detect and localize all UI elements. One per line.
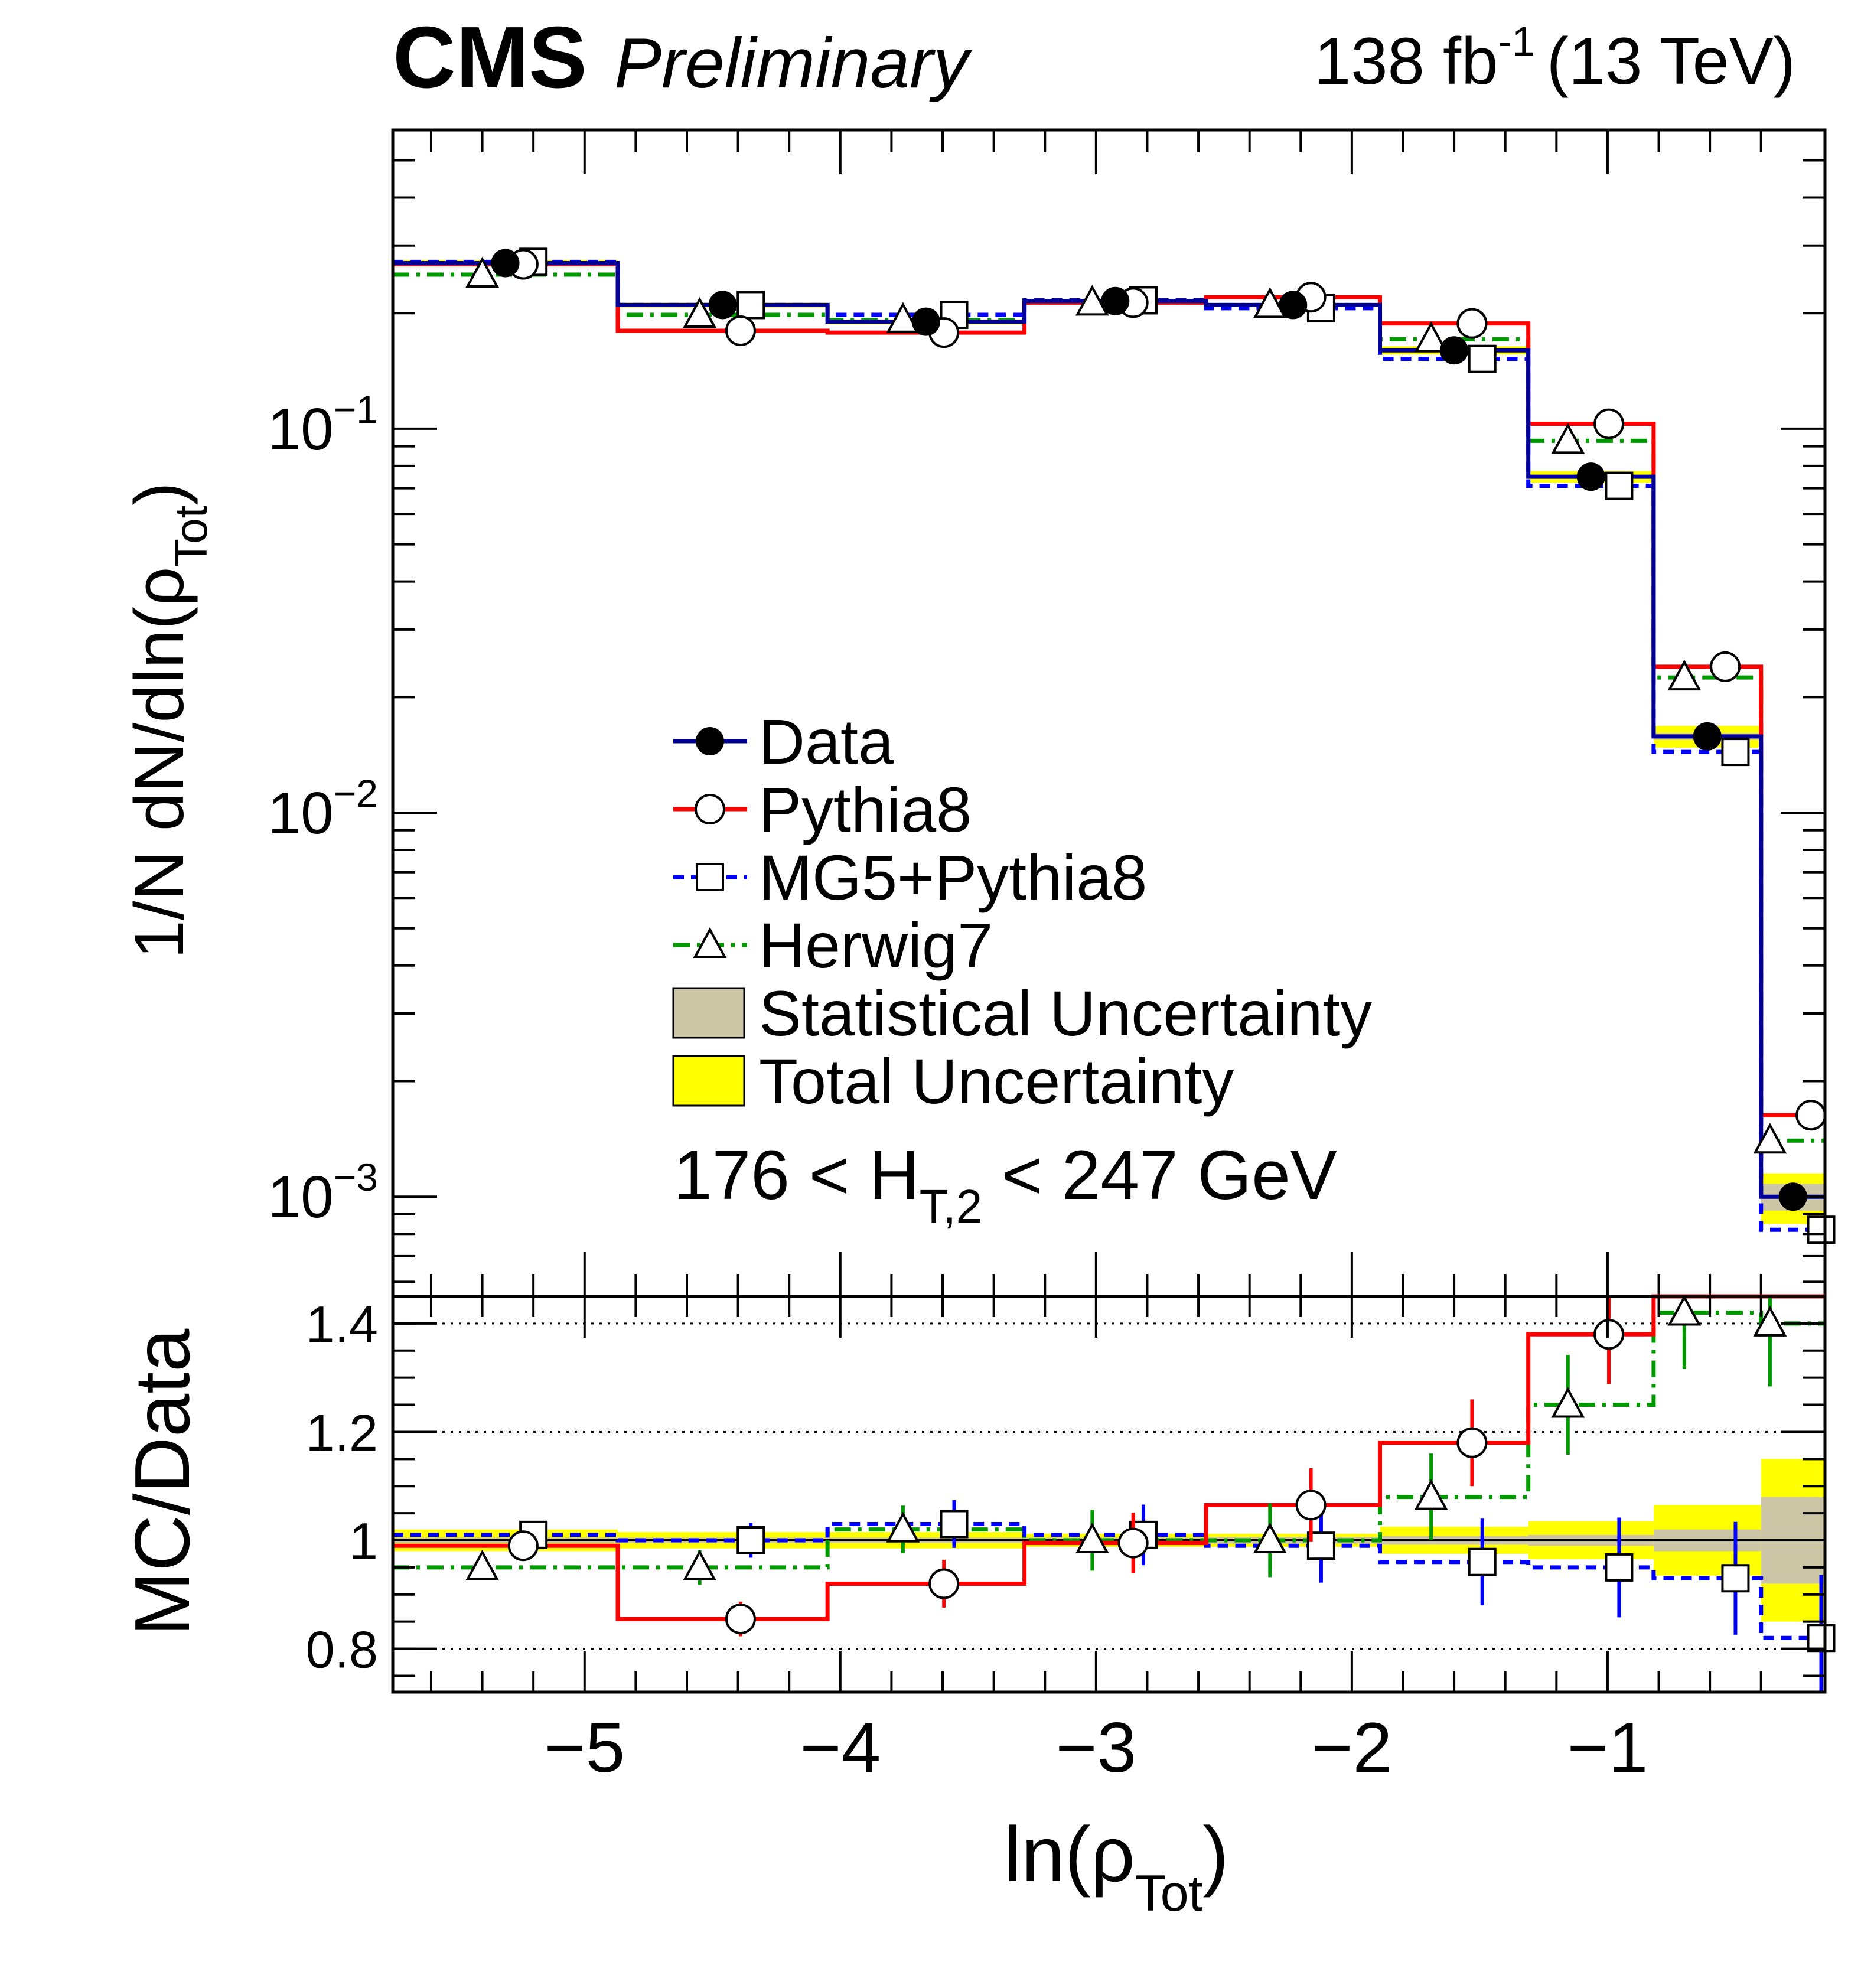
main-point-pythia8 — [725, 315, 756, 346]
lumi-exponent: -1 — [1498, 18, 1534, 64]
main-y-axis-label: 1/N dN/dln(ρTot) — [120, 482, 217, 959]
legend-label: Pythia8 — [759, 774, 972, 845]
main-point-mg5-pythia8 — [1807, 1215, 1836, 1244]
legend: DataPythia8MG5+Pythia8Herwig7Statistical… — [672, 706, 1372, 1117]
main-point-data — [1693, 722, 1722, 751]
ratio-point-pythia8 — [1295, 1490, 1327, 1521]
main-y-tick-label: 10−3 — [268, 1155, 378, 1230]
legend-label: Statistical Uncertainty — [759, 977, 1372, 1049]
energy-label: (13 TeV) — [1547, 24, 1795, 98]
main-point-data — [911, 307, 940, 336]
ratio-y-tick-label: 1.4 — [306, 1295, 378, 1354]
ratio-point-pythia8 — [1117, 1527, 1149, 1559]
ratio-point-herwig7 — [465, 1549, 499, 1580]
ratio-point-mg5-pythia8 — [1721, 1564, 1750, 1593]
legend-label: Total Uncertainty — [759, 1045, 1234, 1117]
legend-marker — [696, 863, 724, 891]
ratio-point-mg5-pythia8 — [1807, 1624, 1836, 1653]
main-point-herwig7 — [1753, 1123, 1787, 1154]
main-point-herwig7 — [1075, 285, 1109, 316]
ratio-point-mg5-pythia8 — [1468, 1547, 1497, 1576]
main-point-data — [1279, 291, 1308, 320]
main-y-tick-label: 10−1 — [268, 387, 378, 462]
x-tick-label: −3 — [1055, 1708, 1136, 1787]
legend-entry-mg5-pythia8: MG5+Pythia8 — [673, 842, 1147, 913]
ratio-point-herwig7 — [1414, 1479, 1448, 1510]
main-y-tick-label: 10−2 — [268, 771, 378, 846]
ratio-plot-panel: 0.8 1 1.2 1.4 −5 −4 −3 −2 −1 — [306, 1294, 1836, 1787]
legend-entry-total-uncertainty: Total Uncertainty — [672, 1045, 1234, 1117]
ratio-plot-frame — [391, 1295, 1827, 1694]
main-point-data — [491, 249, 520, 278]
legend-entry-pythia8: Pythia8 — [673, 774, 972, 845]
main-point-data — [1576, 462, 1605, 491]
ratio-histogram-pythia8 — [393, 1294, 1825, 1621]
x-tick-label: −4 — [800, 1708, 881, 1787]
ht-range-annotation: 176 < HT,2 < 247 GeV — [673, 1136, 1337, 1233]
legend-label: Data — [759, 706, 894, 777]
x-tick-label: −1 — [1567, 1708, 1648, 1787]
ratio-point-pythia8 — [725, 1604, 756, 1635]
legend-label: MG5+Pythia8 — [759, 842, 1147, 913]
legend-label: Herwig7 — [759, 910, 993, 981]
ratio-point-herwig7 — [886, 1511, 920, 1543]
legend-swatch — [672, 1055, 745, 1107]
main-point-mg5-pythia8 — [1721, 738, 1750, 767]
ratio-point-herwig7 — [683, 1549, 717, 1580]
main-point-herwig7 — [886, 302, 920, 333]
ratio-point-herwig7 — [1667, 1295, 1702, 1326]
ratio-point-herwig7 — [1075, 1522, 1109, 1554]
main-point-herwig7 — [1414, 321, 1448, 353]
ratio-y-tick-label: 1 — [349, 1512, 378, 1570]
main-point-herwig7 — [1253, 287, 1287, 318]
lumi-label: 138 fb-1 (13 TeV) — [1314, 18, 1795, 98]
main-point-pythia8 — [1795, 1100, 1827, 1131]
main-point-pythia8 — [1456, 308, 1488, 339]
legend-entry-data: Data — [673, 706, 894, 777]
x-tick-label: −2 — [1311, 1708, 1392, 1787]
main-point-herwig7 — [683, 296, 717, 328]
main-plot-panel: 10−1 10−2 10−3 — [268, 128, 1836, 1298]
ratio-y-axis-label: MC/Data — [119, 1328, 206, 1636]
ratio-point-pythia8 — [1456, 1427, 1488, 1458]
ratio-point-mg5-pythia8 — [736, 1526, 765, 1555]
ratio-point-herwig7 — [1253, 1522, 1287, 1554]
ratio-point-mg5-pythia8 — [940, 1510, 969, 1539]
main-point-data — [1440, 336, 1469, 365]
experiment-label: CMS — [393, 9, 587, 106]
legend-marker — [695, 794, 725, 824]
ratio-y-tick-label: 0.8 — [306, 1621, 378, 1679]
legend-marker — [696, 727, 724, 755]
ratio-histogram-herwig7 — [393, 1311, 1825, 1570]
main-point-pythia8 — [1710, 651, 1741, 682]
legend-entry-herwig7: Herwig7 — [673, 910, 993, 981]
main-point-pythia8 — [1593, 408, 1625, 439]
main-point-mg5-pythia8 — [1605, 471, 1634, 500]
main-point-herwig7 — [1551, 423, 1585, 454]
ratio-point-herwig7 — [1551, 1387, 1585, 1418]
ratio-point-pythia8 — [1593, 1319, 1625, 1350]
main-point-mg5-pythia8 — [736, 291, 765, 320]
main-point-herwig7 — [1667, 659, 1702, 691]
x-tick-label: −5 — [544, 1708, 625, 1787]
main-point-data — [708, 291, 737, 320]
lumi-value: 138 fb — [1314, 24, 1498, 98]
main-point-herwig7 — [465, 256, 499, 288]
ratio-point-pythia8 — [928, 1568, 960, 1599]
ratio-point-pythia8 — [507, 1530, 539, 1562]
ratio-point-mg5-pythia8 — [1605, 1553, 1634, 1582]
main-point-data — [1101, 286, 1130, 315]
main-point-mg5-pythia8 — [1468, 344, 1497, 373]
ratio-histogram-mg5-pythia8 — [393, 1521, 1825, 1640]
ratio-y-tick-label: 1.2 — [306, 1403, 378, 1462]
x-axis-label: ln(ρTot) — [1004, 1811, 1229, 1922]
status-label: Preliminary — [614, 24, 973, 103]
ratio-point-herwig7 — [1753, 1305, 1787, 1337]
legend-marker — [693, 927, 727, 958]
legend-entry-statistical-uncertainty: Statistical Uncertainty — [672, 977, 1372, 1049]
legend-swatch — [672, 987, 745, 1039]
